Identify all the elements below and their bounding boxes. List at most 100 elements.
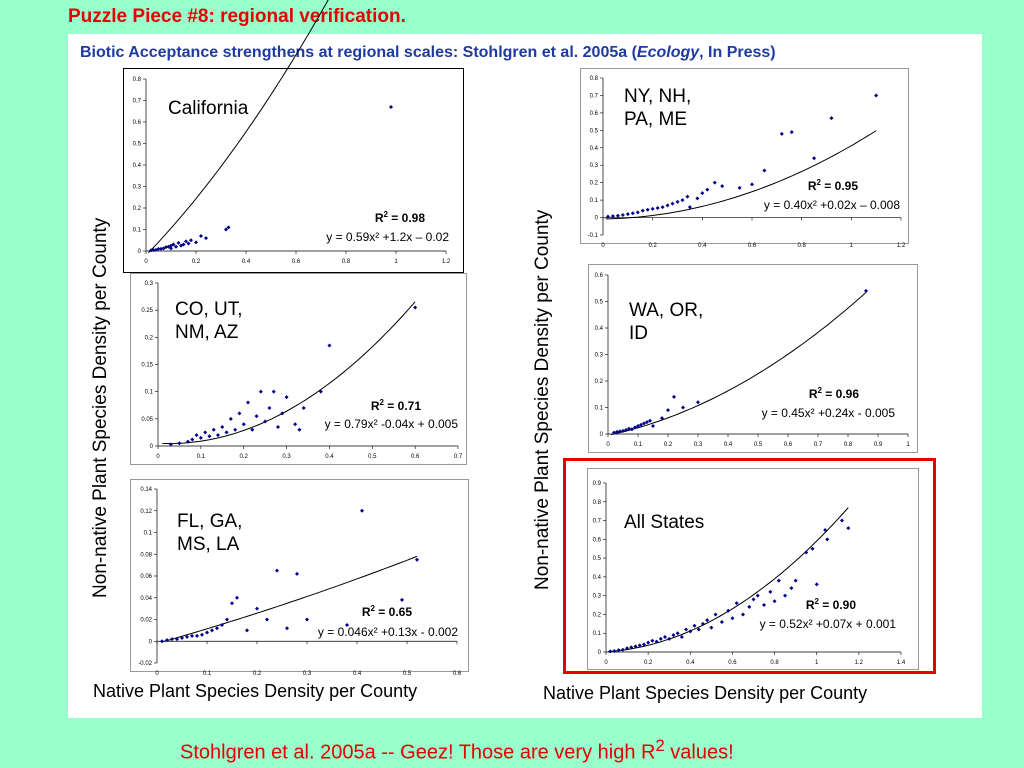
- x-tick-label: 1.2: [855, 660, 864, 666]
- data-point: [225, 617, 229, 622]
- subtitle-prefix: Biotic Acceptance strengthens at regiona…: [80, 44, 637, 61]
- x-tick-label: 0.2: [253, 671, 262, 677]
- y-tick-label: 0.7: [133, 99, 142, 105]
- data-point: [648, 418, 652, 423]
- data-point: [779, 131, 784, 136]
- data-point: [720, 184, 725, 189]
- data-point: [169, 246, 173, 251]
- x-tick-label: 0.6: [292, 259, 301, 265]
- equation-pacific-northwest: y = 0.45x² +0.24x - 0.005: [761, 406, 895, 420]
- data-point: [176, 240, 181, 245]
- y-tick-label: 0.3: [595, 353, 604, 359]
- x-tick-label: 1: [815, 660, 819, 666]
- data-point: [636, 424, 640, 429]
- equation-southwest: y = 0.79x² -0.04x + 0.005: [324, 417, 458, 431]
- data-point: [171, 242, 176, 247]
- y-axis-label-left: Non-native Plant Species Density per Cou…: [90, 217, 111, 598]
- trend-line: [148, 0, 329, 254]
- x-tick-label: 0: [601, 243, 605, 249]
- data-point: [284, 395, 289, 400]
- data-point: [194, 433, 199, 438]
- data-point: [165, 638, 169, 643]
- y-tick-label: 0.2: [590, 181, 599, 187]
- data-point: [200, 632, 204, 637]
- data-point: [226, 225, 231, 230]
- region-label-northeast: NY, NH, PA, ME: [624, 86, 692, 130]
- data-point: [205, 630, 209, 635]
- x-tick-label: 0.4: [325, 454, 334, 460]
- x-tick-label: 0.8: [770, 660, 779, 666]
- data-point: [681, 405, 685, 410]
- data-point: [747, 604, 752, 609]
- chart-all-states-svg: 0 0.1 0.2 0.3 0.4 0.5 0.6 0.7 0.8 0.9 0 0.2 0.4 0.6 0.…: [593, 481, 906, 666]
- y-tick-label: 0.04: [140, 596, 152, 602]
- data-point: [198, 435, 203, 440]
- data-point: [629, 645, 634, 650]
- subtitle-suffix: , In Press): [699, 44, 776, 61]
- data-point: [230, 601, 234, 606]
- y-tick-label: 0.2: [145, 335, 154, 341]
- data-point: [810, 546, 815, 551]
- data-point: [190, 633, 194, 638]
- data-point: [285, 626, 289, 631]
- chart-california: 0 0.1 0.2 0.3 0.4 0.5 0.6 0.7 0.8 0 0.2 0.4 0.6 0.8 1 1…: [123, 0, 464, 273]
- data-point: [263, 419, 268, 424]
- x-tick-label: 1: [394, 259, 398, 265]
- x-tick-label: 1: [850, 243, 854, 249]
- data-point: [204, 236, 208, 241]
- data-point: [740, 612, 745, 617]
- y-tick-label: 0.2: [595, 379, 604, 385]
- data-point: [210, 628, 214, 633]
- trend-line: [605, 130, 877, 220]
- chart-pacific-northwest-svg: 0 0.1 0.2 0.3 0.4 0.5 0.6 0 0.1 0.2 0.3 0.4 0.5 0.6 0.…: [595, 273, 911, 448]
- y-tick-label: 0.6: [593, 537, 602, 543]
- data-point: [389, 104, 393, 109]
- x-tick-label: 0.3: [694, 442, 703, 448]
- data-point: [271, 389, 276, 394]
- data-point: [776, 578, 781, 583]
- data-point: [705, 187, 710, 192]
- data-point: [633, 644, 638, 649]
- data-point: [216, 433, 220, 438]
- y-tick-label: 0: [598, 650, 602, 656]
- y-tick-label: 0.14: [140, 487, 152, 493]
- y-tick-label: 0.05: [141, 417, 153, 423]
- region-label-california: California: [168, 98, 249, 119]
- y-axis-label-right: Non-native Plant Species Density per Cou…: [532, 209, 553, 590]
- y-tick-label: 0.8: [590, 76, 599, 82]
- data-point: [235, 595, 239, 600]
- data-point: [696, 400, 700, 405]
- y-tick-label: 0.7: [593, 519, 602, 525]
- y-tick-label: 0.1: [144, 531, 153, 537]
- y-tick-label: 0.3: [133, 185, 142, 191]
- data-point: [276, 424, 280, 429]
- data-point: [164, 245, 168, 250]
- data-point: [667, 636, 672, 641]
- data-point: [823, 527, 828, 532]
- y-tick-label: 0.6: [133, 120, 142, 126]
- x-tick-label: 0.8: [844, 442, 853, 448]
- data-point: [695, 196, 700, 201]
- data-point: [829, 116, 834, 121]
- data-point: [250, 427, 255, 432]
- equation-southeast: y = 0.046x² +0.13x - 0.002: [317, 625, 458, 639]
- data-point: [267, 405, 272, 410]
- data-point: [181, 242, 186, 247]
- y-tick-label: 0.6: [590, 111, 599, 117]
- x-tick-label: 0.4: [686, 660, 695, 666]
- data-point: [639, 422, 643, 427]
- x-tick-label: 0.4: [242, 259, 251, 265]
- region-label-southwest: CO, UT, NM, AZ: [175, 299, 243, 343]
- data-point: [616, 648, 621, 653]
- y-tick-label: 0: [595, 216, 599, 222]
- data-point: [846, 526, 851, 531]
- data-point: [737, 185, 742, 190]
- data-point: [874, 93, 879, 98]
- data-point: [612, 649, 617, 654]
- y-tick-label: 0: [150, 444, 154, 450]
- x-tick-label: 1.2: [442, 259, 451, 265]
- y-tick-label: 0.2: [133, 206, 142, 212]
- x-tick-label: 0: [144, 259, 148, 265]
- data-point: [750, 182, 754, 187]
- x-tick-label: 1.2: [897, 243, 906, 249]
